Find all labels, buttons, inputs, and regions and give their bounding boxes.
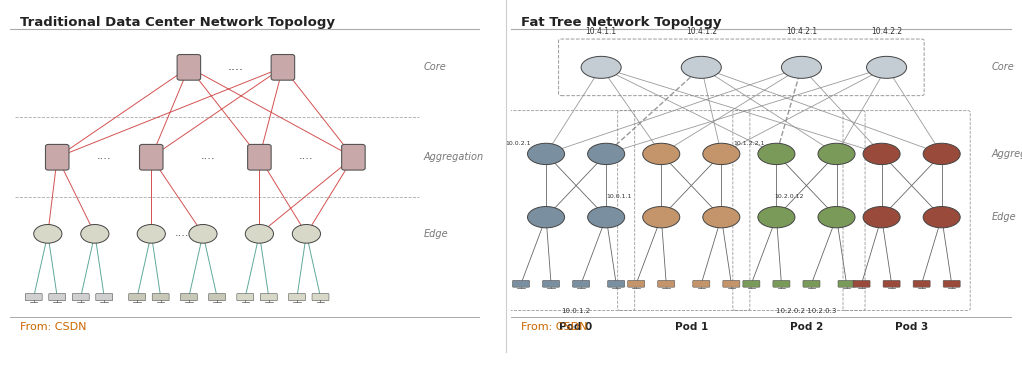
Text: 10.0.1.1: 10.0.1.1 <box>606 194 632 199</box>
Text: Pod 2: Pod 2 <box>790 322 823 332</box>
FancyBboxPatch shape <box>693 280 710 287</box>
FancyBboxPatch shape <box>129 293 145 301</box>
Text: Fat Tree Network Topology: Fat Tree Network Topology <box>521 16 722 29</box>
FancyBboxPatch shape <box>177 54 200 80</box>
FancyBboxPatch shape <box>658 280 675 287</box>
Text: Core: Core <box>424 62 447 73</box>
Text: 10.4.2.2: 10.4.2.2 <box>871 27 902 36</box>
Text: 10.0.2.1: 10.0.2.1 <box>506 141 531 146</box>
Text: Pod 3: Pod 3 <box>895 322 928 332</box>
Text: ....: .... <box>97 151 111 161</box>
FancyBboxPatch shape <box>913 280 930 287</box>
Text: Traditional Data Center Network Topology: Traditional Data Center Network Topology <box>19 16 334 29</box>
FancyBboxPatch shape <box>261 293 277 301</box>
FancyBboxPatch shape <box>543 280 560 287</box>
Ellipse shape <box>923 143 961 165</box>
FancyBboxPatch shape <box>208 293 226 301</box>
Text: 10.2.0.2 10.2.0.3: 10.2.0.2 10.2.0.3 <box>777 309 837 314</box>
FancyBboxPatch shape <box>271 54 294 80</box>
Text: ....: .... <box>200 151 215 161</box>
Ellipse shape <box>527 206 564 228</box>
Ellipse shape <box>588 206 624 228</box>
FancyBboxPatch shape <box>288 293 306 301</box>
FancyBboxPatch shape <box>628 280 645 287</box>
Ellipse shape <box>758 143 795 165</box>
Ellipse shape <box>703 206 740 228</box>
Text: 10.1.2.2.1: 10.1.2.2.1 <box>733 141 764 146</box>
Ellipse shape <box>758 206 795 228</box>
Text: 10.2.0.12: 10.2.0.12 <box>775 194 803 199</box>
Ellipse shape <box>782 56 822 78</box>
Ellipse shape <box>863 206 900 228</box>
FancyBboxPatch shape <box>139 144 162 170</box>
Text: Pod 0: Pod 0 <box>559 322 593 332</box>
Text: Edge: Edge <box>991 212 1016 222</box>
Text: Pod 1: Pod 1 <box>675 322 708 332</box>
FancyBboxPatch shape <box>181 293 197 301</box>
Ellipse shape <box>703 143 740 165</box>
Ellipse shape <box>527 143 564 165</box>
FancyBboxPatch shape <box>723 280 740 287</box>
FancyBboxPatch shape <box>512 280 529 287</box>
Text: ....: .... <box>175 228 189 238</box>
FancyBboxPatch shape <box>883 280 900 287</box>
FancyBboxPatch shape <box>26 293 42 301</box>
FancyBboxPatch shape <box>943 280 961 287</box>
Text: 10.0.1.2: 10.0.1.2 <box>561 309 591 314</box>
Ellipse shape <box>867 56 907 78</box>
Text: ....: .... <box>299 151 314 161</box>
FancyBboxPatch shape <box>312 293 329 301</box>
FancyBboxPatch shape <box>341 144 365 170</box>
Text: From: CSDN: From: CSDN <box>19 322 86 332</box>
Ellipse shape <box>137 225 166 243</box>
FancyBboxPatch shape <box>73 293 89 301</box>
Ellipse shape <box>818 143 855 165</box>
Text: Edge: Edge <box>424 229 449 239</box>
Ellipse shape <box>818 206 855 228</box>
Text: 10.4.1.1: 10.4.1.1 <box>586 27 616 36</box>
FancyBboxPatch shape <box>247 144 271 170</box>
Ellipse shape <box>863 143 900 165</box>
Ellipse shape <box>923 206 961 228</box>
FancyBboxPatch shape <box>237 293 253 301</box>
Ellipse shape <box>582 56 621 78</box>
FancyBboxPatch shape <box>608 280 624 287</box>
Text: Aggregation: Aggregation <box>424 152 484 162</box>
Text: ....: .... <box>228 60 244 73</box>
FancyBboxPatch shape <box>96 293 112 301</box>
Ellipse shape <box>245 225 274 243</box>
Text: 10.4.2.1: 10.4.2.1 <box>786 27 817 36</box>
Ellipse shape <box>682 56 722 78</box>
FancyBboxPatch shape <box>45 144 69 170</box>
Ellipse shape <box>189 225 217 243</box>
Ellipse shape <box>34 225 62 243</box>
Ellipse shape <box>643 206 680 228</box>
FancyBboxPatch shape <box>743 280 760 287</box>
Ellipse shape <box>292 225 321 243</box>
FancyBboxPatch shape <box>152 293 169 301</box>
Text: 10.4.1.2: 10.4.1.2 <box>686 27 716 36</box>
Ellipse shape <box>81 225 109 243</box>
FancyBboxPatch shape <box>49 293 65 301</box>
FancyBboxPatch shape <box>773 280 790 287</box>
FancyBboxPatch shape <box>853 280 870 287</box>
Text: From: CSDN: From: CSDN <box>521 322 588 332</box>
Ellipse shape <box>588 143 624 165</box>
FancyBboxPatch shape <box>572 280 590 287</box>
Text: Aggregation: Aggregation <box>991 149 1022 159</box>
FancyBboxPatch shape <box>838 280 855 287</box>
Text: Core: Core <box>991 62 1015 73</box>
FancyBboxPatch shape <box>803 280 820 287</box>
Ellipse shape <box>643 143 680 165</box>
